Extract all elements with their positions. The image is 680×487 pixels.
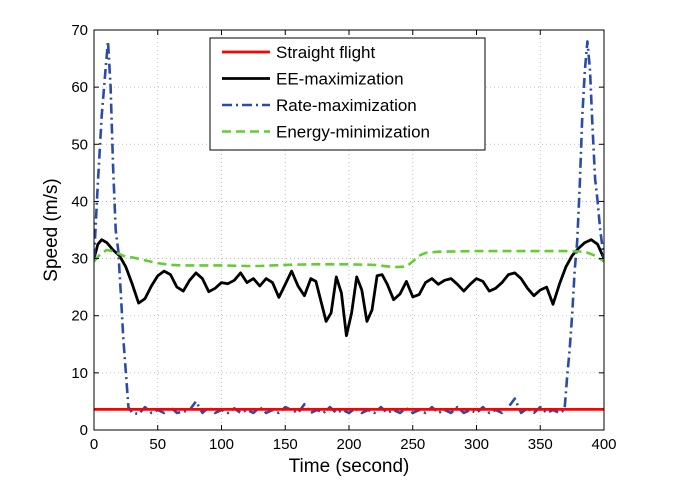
legend-label: Straight flight <box>276 43 375 62</box>
x-tick-label: 0 <box>90 436 98 453</box>
y-tick-label: 10 <box>71 365 88 382</box>
x-tick-label: 100 <box>209 436 234 453</box>
ticks: 0 50 100 150 200 250 300 350 400 0 10 20 30 40 50 60 70 <box>71 22 616 453</box>
series-line-rate-maximization <box>94 40 604 416</box>
y-tick-label: 50 <box>71 136 88 153</box>
y-axis-label: Speed (m/s) <box>41 178 62 281</box>
x-tick-label: 250 <box>400 436 425 453</box>
legend-label: EE-maximization <box>276 70 404 89</box>
x-tick-label: 150 <box>273 436 298 453</box>
series-line-energy-minimization <box>94 248 604 269</box>
y-tick-label: 0 <box>80 422 88 439</box>
y-tick-label: 20 <box>71 308 88 325</box>
legend-label: Rate-maximization <box>276 96 417 115</box>
y-tick-label: 60 <box>71 79 88 96</box>
series-line-ee-maximization <box>94 238 604 338</box>
y-tick-label: 70 <box>71 22 88 39</box>
series-layer <box>94 40 604 416</box>
x-tick-label: 400 <box>591 436 616 453</box>
x-tick-label: 50 <box>149 436 166 453</box>
x-tick-label: 300 <box>464 436 489 453</box>
y-tick-label: 40 <box>71 193 88 210</box>
legend: Straight flight EE-maximization Rate-maxim… <box>209 37 486 151</box>
x-tick-label: 350 <box>528 436 553 453</box>
grid <box>94 30 604 430</box>
x-axis-label: Time (second) <box>289 456 410 477</box>
x-tick-label: 200 <box>336 436 361 453</box>
y-tick-label: 30 <box>71 251 88 268</box>
legend-label: Energy-minimization <box>276 123 430 142</box>
